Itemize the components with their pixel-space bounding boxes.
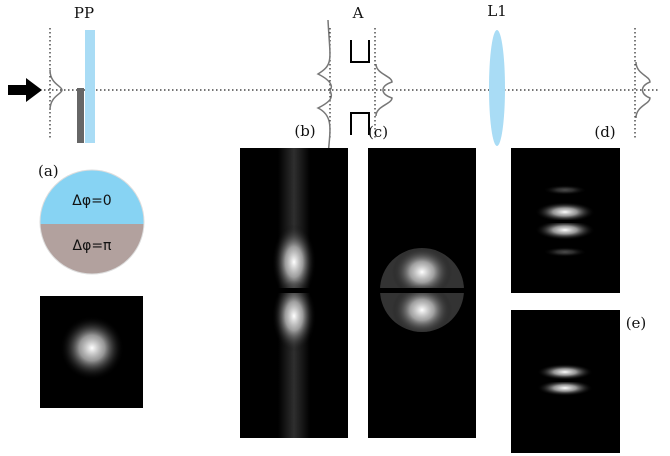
phase-step [77, 88, 84, 143]
beam-profile [635, 61, 651, 119]
lens [489, 30, 505, 146]
beam-profile [316, 19, 333, 157]
aperture [350, 112, 370, 135]
phase-label: Δφ=0 [72, 193, 111, 209]
beam-profile [49, 69, 63, 111]
label: (c) [368, 123, 388, 141]
input-arrow [8, 78, 42, 102]
spot [60, 316, 124, 380]
beam-profile [375, 63, 393, 117]
label: PP [74, 4, 94, 22]
label: (e) [626, 314, 647, 332]
aperture [350, 40, 370, 63]
label: (a) [38, 162, 59, 180]
spot [272, 224, 316, 300]
phase-label: Δφ=π [73, 238, 113, 254]
label: (d) [594, 123, 615, 141]
label: A [352, 4, 364, 22]
spot [272, 280, 316, 352]
phase-plate [85, 30, 95, 143]
label: L1 [487, 2, 507, 20]
label: (b) [294, 122, 315, 140]
